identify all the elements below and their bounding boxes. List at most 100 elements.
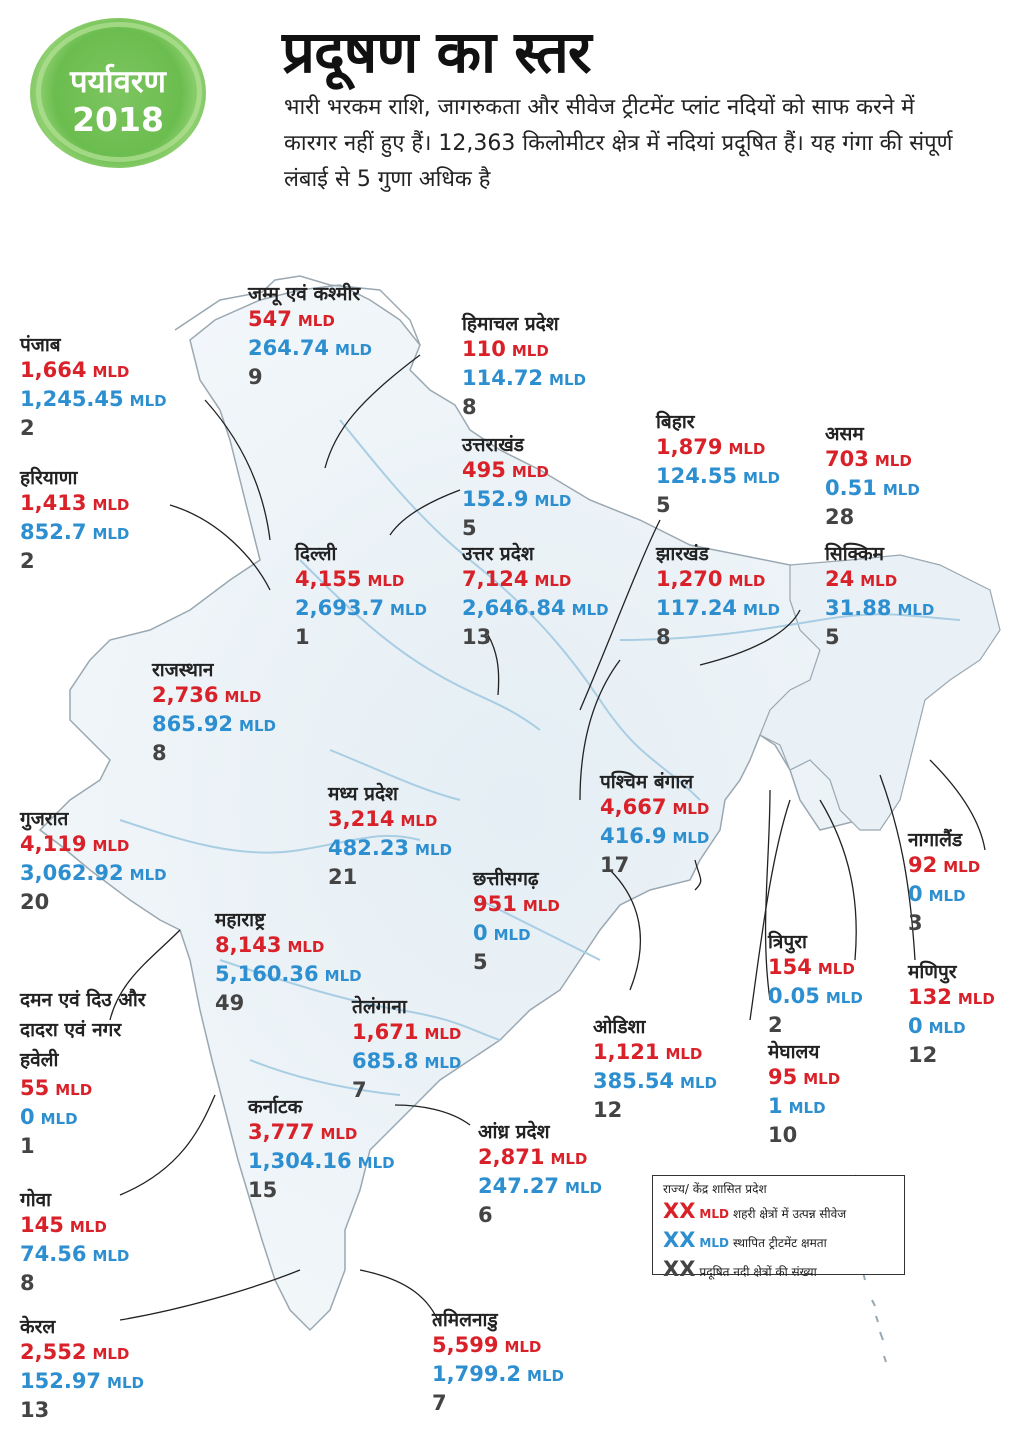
unit-label: MLD: [743, 601, 780, 619]
sewage-generated: 1,121 MLD: [593, 1039, 717, 1068]
state-label-mh: महाराष्ट्र 8,143 MLD 5,160.36 MLD 49: [215, 908, 362, 1017]
sewage-generated: 1,413 MLD: [20, 490, 129, 519]
polluted-stretches-value: 1: [20, 1134, 35, 1158]
unit-label: MLD: [825, 989, 863, 1007]
sewage-generated-value: 4,667: [600, 795, 667, 819]
state-name-line: दमन एवं दिउ और: [20, 989, 146, 1011]
sewage-generated: 1,671 MLD: [352, 1019, 461, 1048]
polluted-stretches: 49: [215, 990, 362, 1017]
state-label-ga: गोवा 145 MLD 74.56 MLD 8: [20, 1188, 129, 1297]
unit-label: MLD: [957, 990, 995, 1008]
polluted-stretches: 2: [768, 1012, 863, 1039]
unit-label: MLD: [287, 938, 325, 956]
polluted-stretches-value: 17: [600, 853, 630, 877]
sewage-generated-value: 110: [462, 337, 506, 361]
unit-label: MLD: [92, 1345, 130, 1363]
polluted-stretches: 8: [152, 740, 276, 767]
sewage-generated: 951 MLD: [473, 891, 560, 920]
polluted-stretches: 15: [248, 1177, 395, 1204]
treatment-capacity: 0 MLD: [908, 1013, 995, 1042]
unit-label: MLD: [129, 392, 167, 410]
sewage-generated-value: 1,879: [656, 435, 723, 459]
treatment-capacity-value: 247.27: [478, 1174, 560, 1198]
state-name: कर्नाटक: [248, 1096, 303, 1118]
treatment-capacity-value: 152.9: [462, 487, 529, 511]
legend-xx-generated: XX: [663, 1199, 696, 1223]
sewage-generated-value: 1,121: [593, 1040, 660, 1064]
state-name: सिक्किम: [825, 543, 884, 565]
unit-label: MLD: [335, 341, 372, 359]
polluted-stretches: 5: [825, 624, 934, 651]
polluted-stretches: 12: [593, 1097, 717, 1124]
treatment-capacity: 865.92 MLD: [152, 711, 276, 740]
treatment-capacity-value: 114.72: [462, 366, 544, 390]
treatment-capacity: 31.88 MLD: [825, 595, 934, 624]
legend-capacity-label: स्थापित ट्रीटमेंट क्षमता: [732, 1236, 827, 1250]
state-label-hp: हिमाचल प्रदेश 110 MLD 114.72 MLD 8: [462, 312, 586, 421]
treatment-capacity: 1,304.16 MLD: [248, 1148, 395, 1177]
polluted-stretches-value: 7: [432, 1391, 447, 1415]
polluted-stretches-value: 13: [462, 625, 492, 649]
unit-label: MLD: [522, 897, 560, 915]
polluted-stretches: 5: [656, 492, 780, 519]
legend-generated-label: शहरी क्षेत्रों में उत्पन्न सीवेज: [732, 1207, 847, 1221]
treatment-capacity: 852.7 MLD: [20, 519, 129, 548]
treatment-capacity-value: 117.24: [656, 596, 738, 620]
state-name: हिमाचल प्रदेश: [462, 313, 559, 335]
unit-label: MLD: [367, 572, 405, 590]
treatment-capacity-value: 5,160.36: [215, 962, 319, 986]
state-name: उत्तर प्रदेश: [462, 543, 534, 565]
state-label-tn: तमिलनाडु 5,599 MLD 1,799.2 MLD 7: [432, 1308, 564, 1417]
treatment-capacity-value: 482.23: [328, 836, 410, 860]
treatment-capacity: 1,799.2 MLD: [432, 1361, 564, 1390]
northeast-region: [759, 554, 1001, 831]
state-name: छत्तीसगढ़: [473, 868, 539, 890]
state-label-rj: राजस्थान 2,736 MLD 865.92 MLD 8: [152, 658, 276, 767]
polluted-stretches-value: 1: [295, 625, 310, 649]
unit-label: MLD: [92, 525, 130, 543]
sewage-generated: 8,143 MLD: [215, 932, 362, 961]
state-label-pb: पंजाब 1,664 MLD 1,245.45 MLD 2: [20, 333, 167, 442]
state-name: जम्मू एवं कश्मीर: [248, 283, 361, 305]
polluted-stretches: 2: [20, 415, 167, 442]
unit-label: MLD: [504, 1338, 542, 1356]
treatment-capacity-value: 1,799.2: [432, 1362, 522, 1386]
sewage-generated: 154 MLD: [768, 954, 863, 983]
sewage-generated-value: 951: [473, 892, 517, 916]
treatment-capacity-value: 0.51: [825, 476, 877, 500]
sewage-generated: 5,599 MLD: [432, 1332, 564, 1361]
polluted-stretches-value: 28: [825, 505, 855, 529]
unit-label: MLD: [400, 812, 438, 830]
polluted-stretches: 8: [462, 394, 586, 421]
treatment-capacity-value: 2,646.84: [462, 596, 566, 620]
treatment-capacity: 482.23 MLD: [328, 835, 452, 864]
sewage-generated-value: 2,871: [478, 1145, 545, 1169]
sewage-generated-value: 4,119: [20, 832, 87, 856]
polluted-stretches: 7: [352, 1077, 461, 1104]
state-label-uk: उत्तराखंड 495 MLD 152.9 MLD 5: [462, 433, 571, 542]
sewage-generated-value: 1,270: [656, 567, 723, 591]
treatment-capacity: 0 MLD: [20, 1104, 146, 1133]
unit-label: MLD: [788, 1099, 826, 1117]
sewage-generated: 55 MLD: [20, 1075, 146, 1104]
state-label-ka: कर्नाटक 3,777 MLD 1,304.16 MLD 15: [248, 1095, 395, 1204]
unit-label: MLD: [860, 572, 898, 590]
unit-label: MLD: [928, 1019, 966, 1037]
treatment-capacity-value: 0: [908, 1014, 923, 1038]
polluted-stretches: 2: [20, 548, 129, 575]
legend-unit-generated: MLD: [699, 1207, 729, 1221]
unit-label: MLD: [817, 960, 855, 978]
state-name: गुजरात: [20, 808, 69, 830]
unit-label: MLD: [672, 800, 710, 818]
sewage-generated: 24 MLD: [825, 566, 934, 595]
polluted-stretches: 21: [328, 864, 452, 891]
treatment-capacity-value: 685.8: [352, 1049, 419, 1073]
treatment-capacity: 2,693.7 MLD: [295, 595, 427, 624]
legend-capacity: XX MLD स्थापित ट्रीटमेंट क्षमता: [663, 1227, 894, 1256]
state-label-kl: केरल 2,552 MLD 152.97 MLD 13: [20, 1315, 144, 1424]
treatment-capacity-value: 0: [20, 1105, 35, 1129]
state-name: बिहार: [656, 411, 695, 433]
unit-label: MLD: [92, 363, 130, 381]
unit-label: MLD: [92, 837, 130, 855]
unit-label: MLD: [224, 688, 262, 706]
